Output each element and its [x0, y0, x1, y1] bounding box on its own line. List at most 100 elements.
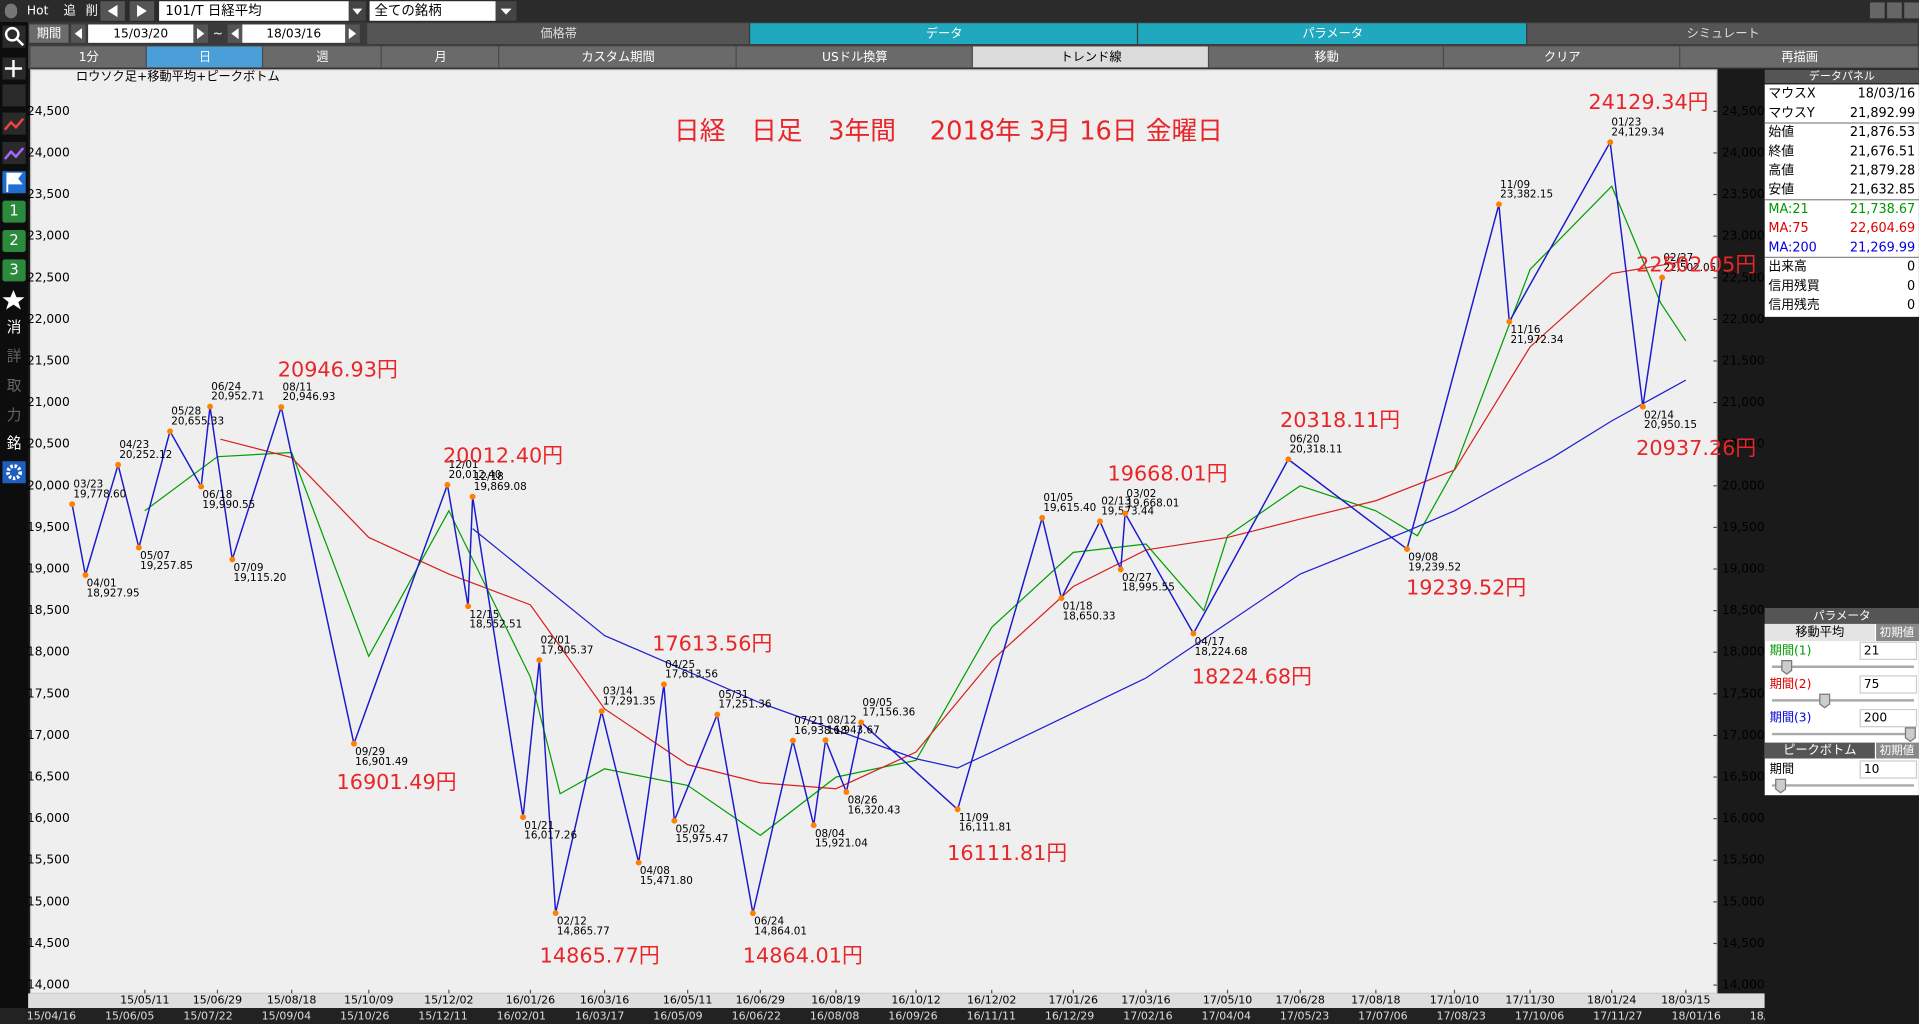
tab-label[interactable]: 価格帯 [540, 26, 577, 41]
slider-knob[interactable] [1781, 660, 1793, 675]
window-button[interactable] [1904, 2, 1919, 19]
interval-button[interactable] [30, 46, 146, 68]
pb-reset-label[interactable]: 初期値 [1879, 743, 1914, 757]
universe-input[interactable] [369, 1, 496, 21]
x-tick-label: 15/08/18 [267, 994, 316, 1007]
pb-reset-button[interactable] [1876, 742, 1919, 759]
interval-label[interactable]: カスタム期間 [581, 50, 654, 64]
side-icon-label[interactable]: 取 [7, 378, 22, 395]
interval-button[interactable] [1209, 46, 1443, 68]
period-label: 期間 [37, 27, 61, 41]
interval-label[interactable]: 移動 [1314, 50, 1338, 64]
interval-label[interactable]: 週 [316, 50, 328, 64]
ma-period-value[interactable]: 75 [1864, 677, 1880, 691]
interval-label[interactable]: 再描画 [1781, 50, 1818, 64]
y-tick-label: 20,000 [27, 478, 70, 492]
reset-button[interactable] [1876, 623, 1919, 642]
symbol-input[interactable] [159, 1, 349, 21]
side-icon-label[interactable]: 3 [9, 261, 18, 278]
number-button[interactable] [2, 229, 26, 253]
y-tick-label-right: 19,000 [1722, 562, 1765, 576]
gear-button[interactable] [2, 461, 26, 484]
y-tick-label: 17,500 [27, 686, 70, 700]
side-icon-label[interactable]: 銘 [7, 435, 22, 452]
interval-label[interactable]: 1分 [79, 50, 99, 64]
toolbar-button[interactable]: Hot [27, 4, 49, 18]
peak-date-label: 01/21 [524, 820, 554, 832]
slider-knob[interactable] [1819, 693, 1831, 709]
tab-label[interactable]: シミュレート [1687, 27, 1760, 41]
toolbar-button[interactable]: 追 [64, 3, 76, 18]
y-tick-label: 18,500 [27, 603, 70, 617]
interval-button[interactable] [381, 46, 499, 68]
peak-value-label: 16,943.67 [827, 724, 880, 736]
interval-button[interactable] [1680, 46, 1918, 68]
x-tick-label: 17/03/16 [1121, 994, 1170, 1007]
y-tick-label: 24,500 [27, 104, 70, 118]
ma-period-value[interactable]: 21 [1864, 643, 1880, 657]
interval-label[interactable]: 日 [199, 50, 211, 64]
number-button[interactable] [2, 200, 26, 223]
slider-knob[interactable] [1775, 778, 1787, 794]
interval-button[interactable] [146, 46, 262, 68]
data-row-label: MA:200 [1768, 240, 1816, 255]
ma-period-value[interactable]: 200 [1864, 711, 1887, 725]
peak-marker [69, 501, 76, 508]
peak-date-label: 03/23 [73, 479, 103, 491]
tab[interactable] [1138, 23, 1527, 45]
peak-date-label: 12/15 [469, 609, 499, 621]
data-row-label: 出来高 [1768, 259, 1806, 275]
data-row-label: 信用残買 [1768, 278, 1819, 294]
ma-period-input[interactable] [1859, 708, 1918, 728]
param-header [1764, 608, 1919, 624]
interval-label[interactable]: トレンド線 [1060, 49, 1121, 64]
peak-value-label: 20,318.11 [1290, 444, 1343, 456]
toolbar-button[interactable]: 削 [86, 4, 98, 18]
interval-button[interactable] [736, 46, 972, 68]
peak-value-label: 19,869.08 [474, 481, 527, 493]
interval-label[interactable]: クリア [1544, 50, 1581, 64]
tab-label[interactable]: パラメータ [1302, 27, 1363, 41]
number-button[interactable] [2, 259, 26, 282]
side-icon-label[interactable]: 詳 [7, 348, 22, 365]
bulb-icon[interactable] [4, 3, 18, 19]
side-icon-label[interactable]: 消 [7, 319, 22, 336]
slider-knob[interactable] [1904, 727, 1916, 743]
ma-period-input[interactable] [1859, 641, 1918, 661]
interval-button[interactable] [263, 46, 381, 68]
interval-label[interactable]: USドル換算 [822, 49, 888, 64]
plus-icon [4, 59, 23, 78]
x-tick-label: 16/06/29 [736, 994, 785, 1007]
side-icon-label[interactable]: 2 [9, 232, 18, 249]
window-button[interactable] [1887, 2, 1902, 19]
interval-button[interactable] [1444, 46, 1680, 68]
pb-value[interactable]: 10 [1864, 762, 1880, 776]
tab[interactable] [750, 23, 1137, 45]
data-row-label: 安値 [1768, 182, 1794, 198]
tab-label[interactable]: データ [926, 26, 963, 41]
side-tool[interactable] [2, 84, 26, 107]
interval-button[interactable] [499, 46, 736, 68]
pb-input[interactable] [1859, 760, 1918, 779]
tab[interactable] [1527, 23, 1918, 45]
side-tool[interactable] [2, 112, 26, 135]
interval-button[interactable] [972, 46, 1208, 68]
peak-value-label: 18,927.95 [87, 587, 140, 599]
x-tick-label: 16/05/11 [663, 994, 712, 1007]
window-button[interactable] [1869, 2, 1885, 19]
to-input[interactable] [242, 24, 346, 43]
overview-tick-label: 18/01/16 [1671, 1010, 1720, 1023]
side-icon-label[interactable]: 1 [9, 203, 18, 220]
x-tick-label: 15/06/29 [193, 994, 242, 1007]
side-tool[interactable] [2, 141, 26, 164]
reset-label[interactable]: 初期値 [1879, 625, 1914, 639]
tab[interactable] [367, 23, 749, 45]
peak-value-label: 20,952.71 [211, 391, 264, 403]
from-input[interactable] [88, 24, 194, 43]
ma-period-input[interactable] [1859, 675, 1918, 694]
interval-label[interactable]: 月 [434, 50, 446, 64]
side-icon-label[interactable]: 力 [7, 407, 22, 424]
peak-date-label: 08/12 [827, 715, 857, 727]
symbol-text: 101/T 日経平均 [165, 3, 261, 19]
